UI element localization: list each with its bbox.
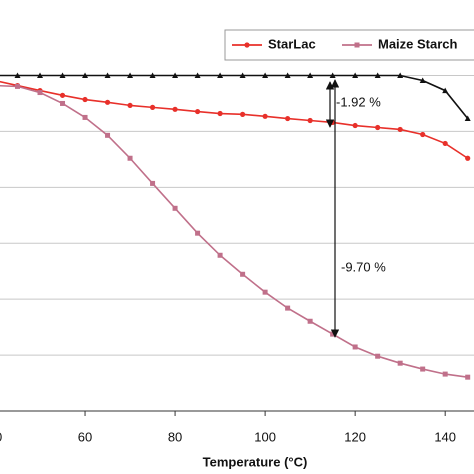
point <box>307 117 313 124</box>
x-tick-label: 80 <box>168 429 182 444</box>
series-line <box>0 84 468 378</box>
point <box>82 96 88 103</box>
point <box>352 344 358 350</box>
point <box>172 106 178 112</box>
point <box>465 374 471 380</box>
point <box>104 99 111 105</box>
point <box>127 72 134 78</box>
point <box>329 72 336 78</box>
point <box>217 72 224 78</box>
point <box>465 155 471 161</box>
point <box>284 72 291 78</box>
point <box>240 271 246 277</box>
point <box>127 102 133 109</box>
point <box>464 115 471 122</box>
lines <box>0 72 471 380</box>
point <box>149 72 156 78</box>
point <box>352 72 359 78</box>
point <box>217 110 223 117</box>
x-tick-label: 60 <box>78 429 92 444</box>
point <box>420 366 426 372</box>
point <box>262 113 268 119</box>
point <box>262 289 268 295</box>
x-tick-label: 40 <box>0 429 2 444</box>
point <box>354 42 360 48</box>
point <box>195 230 201 236</box>
point <box>104 72 111 78</box>
point <box>419 77 426 84</box>
point <box>59 72 66 78</box>
point <box>330 331 336 337</box>
point <box>397 72 404 78</box>
grid: 40 60 80 100 120 140 <box>0 74 474 444</box>
series-line <box>0 80 469 159</box>
legend: StarLac Maize Starch <box>232 36 458 51</box>
point <box>307 318 313 324</box>
point <box>127 155 133 161</box>
point <box>307 72 314 78</box>
x-axis-label: Temperature (°C) <box>203 454 308 469</box>
point <box>172 205 178 211</box>
x-tick-label: 120 <box>344 429 366 444</box>
point <box>150 180 156 186</box>
annotation: -1.92 % <box>336 94 381 109</box>
point <box>15 83 21 89</box>
point <box>14 72 21 78</box>
point <box>352 122 358 129</box>
point <box>239 72 246 78</box>
point <box>244 42 250 48</box>
point <box>442 87 449 94</box>
point <box>240 111 246 117</box>
point <box>194 72 201 78</box>
annotation: -9.70 % <box>341 259 386 274</box>
point <box>397 126 403 133</box>
legend-label: StarLac <box>268 36 316 51</box>
point <box>37 72 44 78</box>
point <box>397 360 403 366</box>
point <box>149 104 156 110</box>
point <box>285 115 291 122</box>
point <box>375 124 381 131</box>
point <box>82 72 89 78</box>
point <box>442 140 448 147</box>
point <box>37 90 43 96</box>
x-tick-label: 100 <box>254 429 276 444</box>
point <box>262 72 269 78</box>
point <box>375 353 381 359</box>
point <box>194 108 201 115</box>
point <box>217 252 223 258</box>
point <box>374 72 381 78</box>
point <box>60 100 66 106</box>
point <box>285 305 291 311</box>
point <box>172 72 179 78</box>
point <box>59 92 66 98</box>
point <box>420 131 426 138</box>
series-line <box>0 74 469 120</box>
point <box>82 114 88 120</box>
x-tick-label: 140 <box>434 429 456 444</box>
point <box>442 371 448 377</box>
point <box>105 132 111 138</box>
legend-label: Maize Starch <box>378 36 458 51</box>
